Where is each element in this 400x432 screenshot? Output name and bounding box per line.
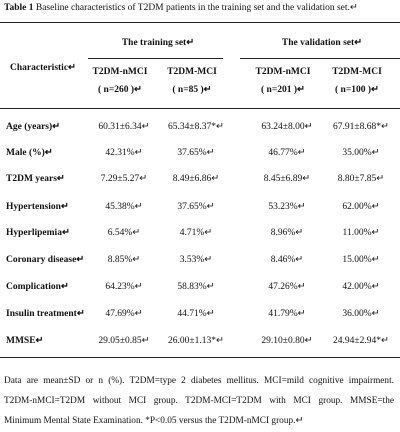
row-label: Complication↵ bbox=[6, 282, 69, 292]
column-header: T2DM-nMCI bbox=[255, 67, 311, 77]
row-label: MMSE↵ bbox=[6, 336, 44, 346]
cell: 35.00%↵ bbox=[342, 148, 380, 158]
group-rule bbox=[240, 58, 400, 59]
column-header: ( n=201 )↵ bbox=[261, 85, 305, 95]
cell: 37.65%↵ bbox=[177, 202, 215, 212]
cell: 60.31±6.34↵ bbox=[98, 122, 150, 132]
cell: 36.00%↵ bbox=[342, 309, 380, 319]
cell: 8.45±6.89↵ bbox=[263, 174, 311, 184]
column-header: ( n=85 )↵ bbox=[172, 85, 212, 95]
cell: 62.00%↵ bbox=[342, 202, 380, 212]
group-rule bbox=[88, 58, 223, 59]
cell: 8.85%↵ bbox=[107, 255, 141, 265]
cell: 4.71%↵ bbox=[179, 228, 213, 238]
cell: 29.05±0.85↵ bbox=[98, 336, 150, 346]
group-header: The training set↵ bbox=[121, 38, 195, 48]
column-header: T2DM-MCI bbox=[167, 67, 217, 77]
cell: 11.00%↵ bbox=[342, 228, 380, 238]
stub-header: Characteristic↵ bbox=[10, 63, 76, 73]
table-caption: Baseline characteristics of T2DM patient… bbox=[33, 3, 358, 13]
cell: 63.24±8.00↵ bbox=[261, 122, 313, 132]
cell: 15.00%↵ bbox=[342, 255, 380, 265]
row-label: T2DM years↵ bbox=[6, 174, 65, 184]
cell: 46.77%↵ bbox=[268, 148, 306, 158]
cell: 8.96%↵ bbox=[270, 228, 304, 238]
cell: 47.26%↵ bbox=[268, 282, 306, 292]
cell: 6.54%↵ bbox=[107, 228, 141, 238]
row-label: Coronary disease↵ bbox=[6, 255, 85, 265]
column-header: T2DM-MCI bbox=[332, 67, 382, 77]
group-header: The validation set↵ bbox=[281, 38, 363, 48]
header-rule bbox=[0, 108, 400, 109]
footnote: T2DM-nMCI=T2DM without MCI group. T2DM-M… bbox=[4, 396, 394, 406]
row-label: Insulin treatment↵ bbox=[6, 309, 85, 319]
cell: 26.00±1.13*↵ bbox=[168, 336, 224, 346]
footnote: Minimum Mental State Examination. *P<0.0… bbox=[4, 416, 304, 426]
cell: 67.91±8.68*↵ bbox=[333, 122, 389, 132]
bottom-rule bbox=[0, 357, 400, 358]
cell: 8.49±6.86↵ bbox=[172, 174, 220, 184]
cell: 58.83%↵ bbox=[177, 282, 215, 292]
table-label: Table 1 bbox=[4, 3, 34, 13]
top-rule bbox=[0, 22, 400, 23]
cell: 29.10±0.80↵ bbox=[261, 336, 313, 346]
cell: 42.31%↵ bbox=[105, 148, 143, 158]
cell: 8.80±7.85↵ bbox=[337, 174, 385, 184]
cell: 24.94±2.94*↵ bbox=[333, 336, 389, 346]
column-header: T2DM-nMCI bbox=[92, 67, 148, 77]
cell: 53.23%↵ bbox=[268, 202, 306, 212]
column-header: ( n=100 )↵ bbox=[335, 85, 379, 95]
cell: 7.29±5.27↵ bbox=[100, 174, 148, 184]
cell: 47.69%↵ bbox=[105, 309, 143, 319]
title: Table 1 Baseline characteristics of T2DM… bbox=[4, 2, 358, 14]
cell: 64.23%↵ bbox=[105, 282, 143, 292]
cell: 44.71%↵ bbox=[177, 309, 215, 319]
cell: 65.34±8.37*↵ bbox=[168, 122, 224, 132]
row-label: Age (years)↵ bbox=[6, 122, 61, 132]
cell: 37.65%↵ bbox=[177, 148, 215, 158]
cell: 3.53%↵ bbox=[179, 255, 213, 265]
footnote: Data are mean±SD or n (%). T2DM=type 2 d… bbox=[4, 376, 394, 386]
row-label: Hyperlipemia↵ bbox=[6, 228, 70, 238]
cell: 8.46%↵ bbox=[270, 255, 304, 265]
cell: 42.00%↵ bbox=[342, 282, 380, 292]
cell: 41.79%↵ bbox=[268, 309, 306, 319]
row-label: Male (%)↵ bbox=[6, 148, 53, 158]
row-label: Hypertension↵ bbox=[6, 202, 69, 212]
column-header: ( n=260 )↵ bbox=[98, 85, 142, 95]
cell: 45.38%↵ bbox=[105, 202, 143, 212]
